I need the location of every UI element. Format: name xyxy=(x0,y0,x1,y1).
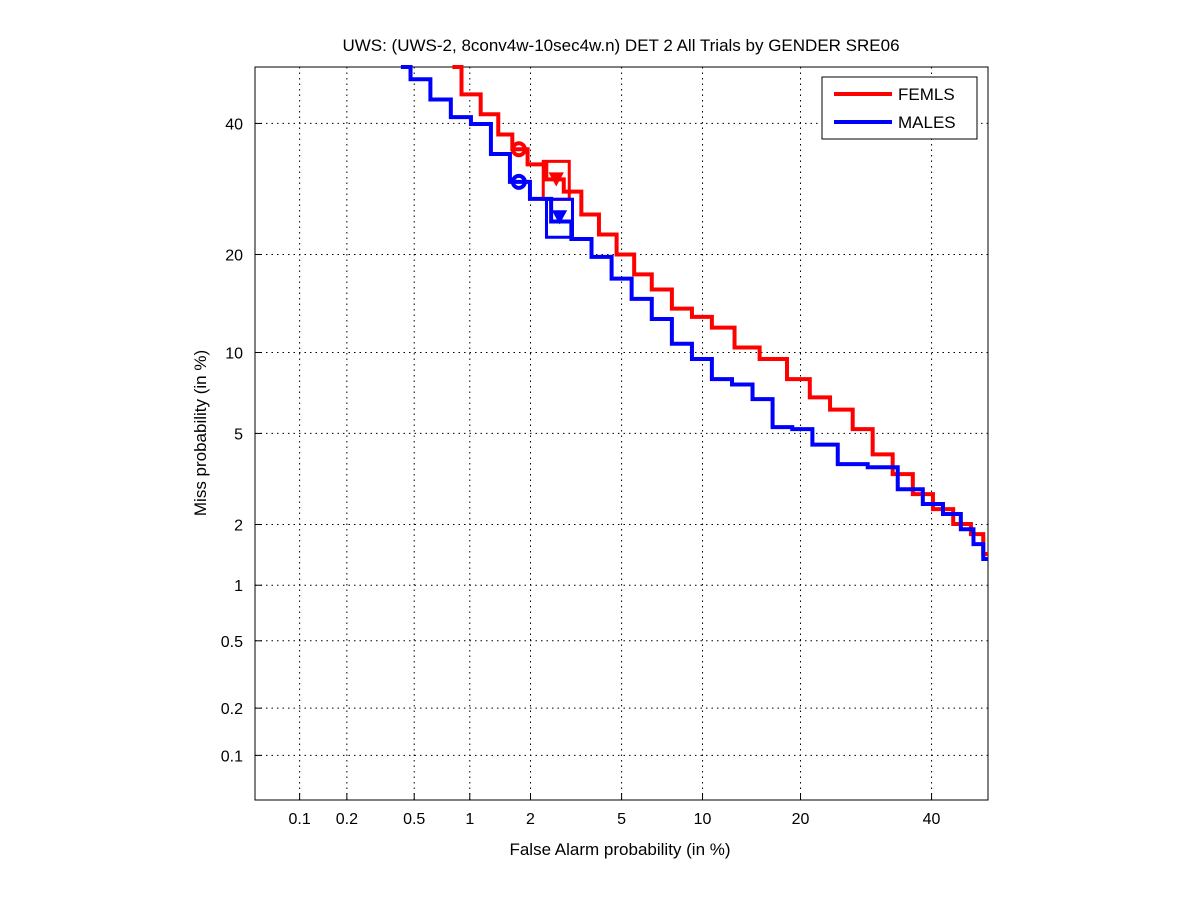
y-tick-label: 10 xyxy=(225,345,243,362)
x-tick-label: 40 xyxy=(923,811,941,828)
legend: FEMLS MALES xyxy=(821,76,978,140)
series-group xyxy=(400,65,988,561)
x-tick-label: 0.1 xyxy=(288,811,310,828)
y-tick-label: 40 xyxy=(225,116,243,133)
x-tick-label: 0.5 xyxy=(403,811,425,828)
y-tick-label: 20 xyxy=(225,247,243,264)
det-curve-males xyxy=(400,65,988,561)
grid xyxy=(255,67,988,800)
legend-label-males: MALES xyxy=(898,113,956,132)
actual-dcf-triangle-femls xyxy=(548,172,564,187)
actual-dcf-box-males xyxy=(544,197,574,239)
det-curve-femls xyxy=(452,65,988,557)
x-tick-label: 20 xyxy=(792,811,810,828)
y-tick-label: 0.1 xyxy=(221,748,243,765)
y-tick-label: 2 xyxy=(234,517,243,534)
legend-box xyxy=(821,76,978,140)
min-dcf-circle-femls xyxy=(510,141,527,158)
x-axis-label: False Alarm probability (in %) xyxy=(509,840,730,859)
x-axis: 0.1 0.2 0.5 1 2 5 10 20 40 xyxy=(288,793,941,828)
y-tick-label: 0.2 xyxy=(221,701,243,718)
min-dcf-circle-males xyxy=(510,173,527,190)
y-tick-label: 0.5 xyxy=(221,634,243,651)
x-tick-label: 1 xyxy=(465,811,474,828)
actual-dcf-triangle-males xyxy=(551,210,568,225)
y-tick-label: 1 xyxy=(234,578,243,595)
y-tick-label: 5 xyxy=(234,426,243,443)
y-axis: 0.1 0.2 0.5 1 2 5 10 20 40 xyxy=(221,116,262,765)
x-tick-label: 5 xyxy=(617,811,626,828)
x-tick-label: 2 xyxy=(526,811,535,828)
plot-area xyxy=(254,66,989,801)
y-axis-label: Miss probability (in %) xyxy=(191,350,210,516)
chart-title: UWS: (UWS-2, 8conv4w-10sec4w.n) DET 2 Al… xyxy=(342,36,899,55)
x-tick-label: 10 xyxy=(694,811,712,828)
legend-label-femls: FEMLS xyxy=(898,85,955,104)
x-tick-label: 0.2 xyxy=(336,811,358,828)
